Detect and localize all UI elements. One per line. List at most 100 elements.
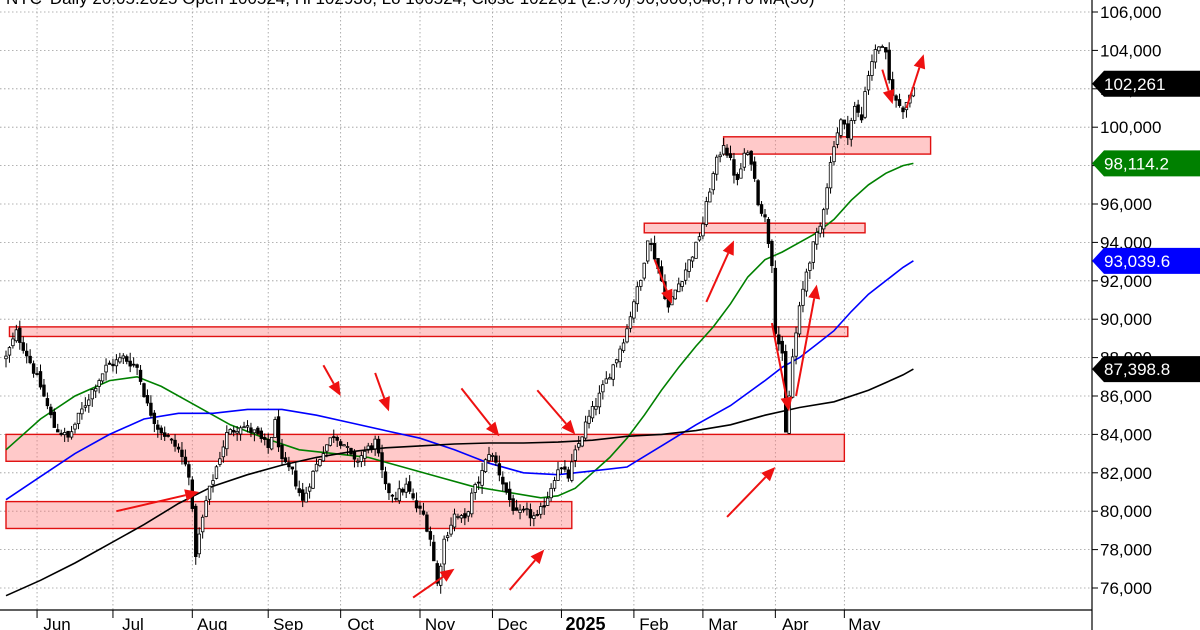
candle-body-up [621, 342, 626, 352]
candle [11, 332, 15, 349]
candle-body-up [235, 430, 239, 434]
candle [507, 481, 512, 507]
candle-body-down [287, 462, 291, 468]
candle-body-up [470, 492, 474, 515]
candle [273, 416, 277, 438]
candle-body-down [894, 95, 898, 101]
moving-average-line [5, 260, 914, 501]
arrow-head [561, 419, 576, 435]
candle [238, 425, 243, 441]
arrow-head [761, 467, 776, 482]
candle [69, 425, 74, 440]
candle [66, 430, 70, 442]
candle [649, 238, 653, 252]
candle-body-up [718, 154, 722, 158]
candle-body-down [842, 119, 847, 125]
candle-body-up [242, 426, 246, 429]
candle [401, 487, 405, 496]
value-tag-layer: 98,114.2 93,039.6 87,398.8 102,261 [1092, 70, 1200, 383]
candle-body-down [138, 369, 143, 382]
candle-body-up [580, 436, 584, 447]
candle-body-up [483, 459, 488, 473]
candle-body-down [887, 49, 891, 81]
candle [756, 179, 760, 207]
candle-body-up [549, 488, 553, 499]
ma-value-tag-shape [1092, 247, 1200, 274]
candle-body-up [525, 508, 529, 511]
candle-body-down [504, 482, 508, 493]
x-month-label: Dec [497, 615, 528, 630]
candle [425, 511, 429, 533]
candle-body-up [269, 437, 274, 450]
candle-body-down [297, 488, 301, 493]
candle-body-up [80, 408, 84, 415]
candle-body-up [642, 262, 646, 279]
candle-body-down [180, 449, 184, 457]
candle [52, 408, 56, 428]
candle-body-up [835, 132, 840, 145]
candle-body-down [52, 411, 56, 428]
candle-body-up [614, 359, 619, 364]
x-tick-layer: Jun Jul Aug Sep Oct Nov Dec 2025 Feb Mar Apr May [36, 610, 881, 630]
candle-body-up [825, 187, 829, 210]
candle [456, 513, 460, 520]
candle-body-down [766, 219, 771, 244]
candle-body-down [266, 439, 270, 448]
y-tick-label: 92,000 [1100, 272, 1152, 291]
candle [207, 485, 212, 505]
candle-body-up [228, 429, 232, 435]
candle-body-down [507, 488, 512, 501]
candle [808, 261, 812, 279]
candle [521, 506, 526, 513]
candle [601, 380, 605, 400]
candle [846, 115, 850, 145]
candle [580, 436, 584, 448]
candle [194, 503, 198, 565]
candle [35, 367, 39, 376]
candle [118, 352, 122, 364]
candle [683, 262, 688, 285]
ma-value-tag-text: 98,114.2 [1104, 154, 1169, 173]
x-month-label: Oct [347, 615, 374, 630]
candle [197, 527, 201, 558]
annotation-arrow [412, 568, 455, 599]
annotation-arrow [905, 54, 926, 109]
candle [725, 144, 729, 158]
candle-body-up [832, 146, 836, 163]
candle-body-up [97, 380, 101, 387]
candle [594, 397, 598, 416]
candle [870, 54, 874, 81]
candle-body-up [62, 432, 67, 436]
candle [632, 299, 636, 324]
candle-body-up [787, 395, 791, 434]
candle-body-down [156, 424, 160, 430]
candle-body-up [804, 271, 809, 292]
arrow-head [882, 89, 895, 105]
arrow-shaft [905, 67, 921, 109]
arrow-shaft [322, 364, 335, 385]
candle [677, 277, 681, 293]
candle [646, 240, 650, 264]
candle-body-up [373, 438, 377, 450]
candle [294, 462, 298, 490]
y-tick-label: 80,000 [1100, 502, 1152, 521]
candle-body-up [397, 488, 401, 502]
candle [863, 86, 867, 120]
candle [849, 117, 853, 147]
candle-body-up [204, 500, 208, 517]
annotation-arrow [374, 372, 390, 412]
candle-body-up [583, 421, 588, 439]
candle-body-up [594, 405, 598, 410]
candle [314, 458, 319, 472]
candle-body-down [535, 513, 539, 516]
candle-body-down [566, 469, 571, 479]
candle [449, 517, 453, 537]
candle-body-up [311, 470, 315, 489]
candle [325, 444, 329, 458]
candle [777, 326, 781, 351]
candle [566, 466, 571, 482]
candle [901, 105, 905, 119]
candle-body-down [432, 541, 436, 562]
candle [104, 358, 108, 381]
candle-body-down [897, 99, 902, 106]
